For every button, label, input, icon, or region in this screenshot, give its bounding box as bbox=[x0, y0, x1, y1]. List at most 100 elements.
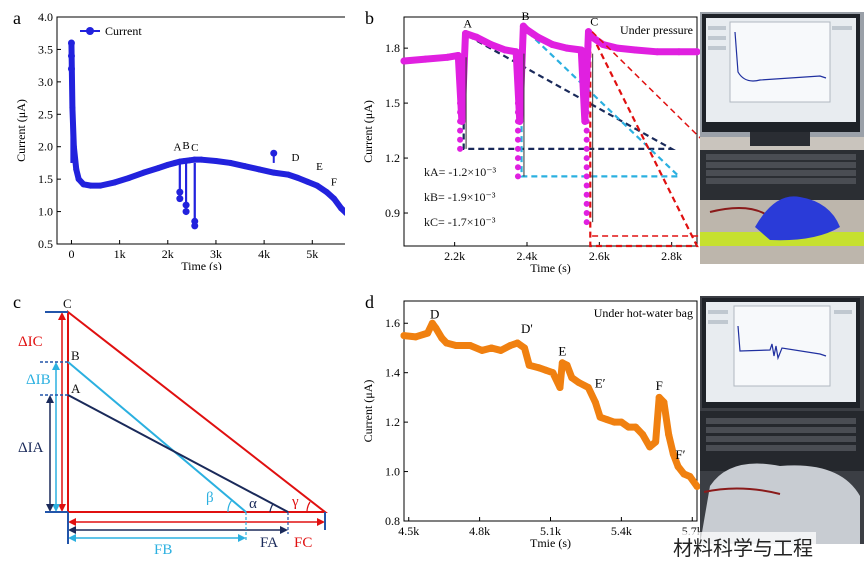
slope-triangle-2 bbox=[589, 31, 699, 248]
panel-label-c: c bbox=[13, 292, 21, 312]
series-current-point bbox=[176, 158, 183, 165]
series-current-d-point bbox=[674, 463, 682, 471]
series-current-d-point bbox=[497, 346, 505, 354]
arrow-dIC-head-bottom bbox=[58, 504, 66, 512]
label-beta: β bbox=[206, 490, 214, 506]
arrow-dIB-head-bottom bbox=[52, 504, 60, 512]
drop-point bbox=[514, 118, 521, 125]
hyp-a bbox=[67, 394, 289, 513]
panel-label-a: a bbox=[13, 8, 21, 28]
ytick-label: 3.0 bbox=[38, 75, 53, 89]
series-current-point bbox=[73, 166, 80, 173]
drop-point bbox=[457, 118, 464, 125]
photo-hotwater-drawing bbox=[700, 296, 864, 544]
legend-label: Current bbox=[105, 24, 142, 38]
arc-gamma bbox=[306, 501, 311, 513]
spike-point bbox=[67, 52, 75, 60]
series-current-point bbox=[198, 156, 205, 163]
label-FB: FB bbox=[154, 542, 172, 558]
drop-point bbox=[457, 81, 464, 88]
drop-point bbox=[583, 155, 590, 162]
y-axis-label: Current (μA) bbox=[361, 380, 375, 443]
drop-point bbox=[583, 191, 590, 198]
xtick-label: 4k bbox=[258, 247, 270, 261]
series-current-d-point bbox=[680, 470, 688, 478]
spike-point bbox=[270, 149, 278, 157]
series-current-d-point bbox=[535, 364, 543, 372]
drop-point bbox=[583, 219, 590, 226]
peak-label: D bbox=[291, 152, 299, 164]
series-current-d-point bbox=[478, 346, 486, 354]
series-current-b-point bbox=[548, 40, 556, 48]
peak-label-d: D' bbox=[521, 321, 533, 336]
series-current-d-point bbox=[487, 344, 495, 352]
x-axis-label: Tmie (s) bbox=[530, 536, 571, 550]
ytick-label: 1.5 bbox=[38, 172, 53, 186]
series-current-d-point bbox=[693, 482, 700, 490]
series-current-d-point bbox=[400, 332, 408, 340]
arrow-dIA-head-bottom bbox=[46, 504, 54, 512]
plot-frame-b bbox=[403, 16, 698, 247]
x-axis-label: Time (s) bbox=[530, 261, 571, 275]
watermark-text: 材料科学与工程 bbox=[670, 532, 816, 561]
xtick-label: 5k bbox=[306, 247, 318, 261]
series-current-d-point bbox=[575, 379, 583, 387]
ytick-label: 4.0 bbox=[38, 10, 53, 24]
drop-point bbox=[514, 145, 521, 152]
arc-alpha bbox=[269, 503, 274, 513]
drop-point bbox=[583, 100, 590, 107]
arc-beta bbox=[227, 499, 233, 513]
series-current-b-point bbox=[512, 48, 520, 56]
peak-label-d: F′ bbox=[675, 447, 685, 462]
series-current-point bbox=[75, 176, 82, 183]
plot-frame-a bbox=[56, 16, 345, 245]
ytick-label: 0.5 bbox=[38, 237, 53, 251]
drop-point bbox=[514, 155, 521, 162]
spike-point bbox=[191, 222, 199, 230]
drop-point bbox=[583, 63, 590, 70]
series-current-b-point bbox=[534, 33, 542, 41]
series-current-d-point bbox=[596, 413, 604, 421]
series-current-point bbox=[186, 157, 193, 164]
series-current-d-point bbox=[591, 398, 599, 406]
series-current-d-point bbox=[412, 333, 420, 341]
ytick-label: 3.5 bbox=[38, 42, 53, 56]
drop-point bbox=[583, 136, 590, 143]
series-current-point bbox=[155, 165, 162, 172]
ytick-label: 2.5 bbox=[38, 107, 53, 121]
series-current-point bbox=[338, 205, 345, 212]
series-current-d-point bbox=[669, 450, 677, 458]
photo-hotwater-setup bbox=[700, 296, 864, 544]
ytick-label: 2.0 bbox=[38, 140, 53, 154]
xtick-label: 1k bbox=[114, 247, 126, 261]
series-current-point bbox=[80, 181, 87, 188]
arrow-FA-head-left bbox=[68, 526, 76, 534]
series-current-b-point bbox=[454, 51, 462, 59]
series-current-b-point bbox=[693, 48, 701, 56]
series-current-d-point bbox=[428, 319, 436, 327]
arrow-FC-head-left bbox=[68, 518, 76, 526]
series-current-d-point bbox=[424, 329, 432, 337]
ytick-label: 1.8 bbox=[385, 41, 400, 55]
drop-point bbox=[514, 63, 521, 70]
series-current-d-point bbox=[438, 334, 446, 342]
series-current-b-point bbox=[599, 40, 607, 48]
series-current-b-point bbox=[487, 40, 495, 48]
series-current-d-line bbox=[400, 319, 700, 490]
series-current-point bbox=[111, 179, 118, 186]
series-current-d-point bbox=[665, 430, 673, 438]
series-current-d-point bbox=[639, 430, 647, 438]
drop-point bbox=[514, 127, 521, 134]
ytick-label: 1.6 bbox=[385, 316, 400, 330]
photo-pressure-drawing bbox=[700, 12, 864, 264]
arrow-dIC-head-top bbox=[58, 312, 66, 320]
peak-label: A bbox=[173, 141, 181, 153]
xtick-label: 2.6k bbox=[589, 249, 610, 263]
peak-label-d: E′ bbox=[595, 376, 606, 391]
peak-label-b: A bbox=[463, 16, 472, 30]
series-current-d-point bbox=[549, 369, 557, 377]
peak-label: B bbox=[182, 140, 189, 152]
spike-point bbox=[67, 65, 75, 73]
series-current-d-point bbox=[521, 344, 529, 352]
x-axis-label: Time (s) bbox=[181, 259, 222, 270]
